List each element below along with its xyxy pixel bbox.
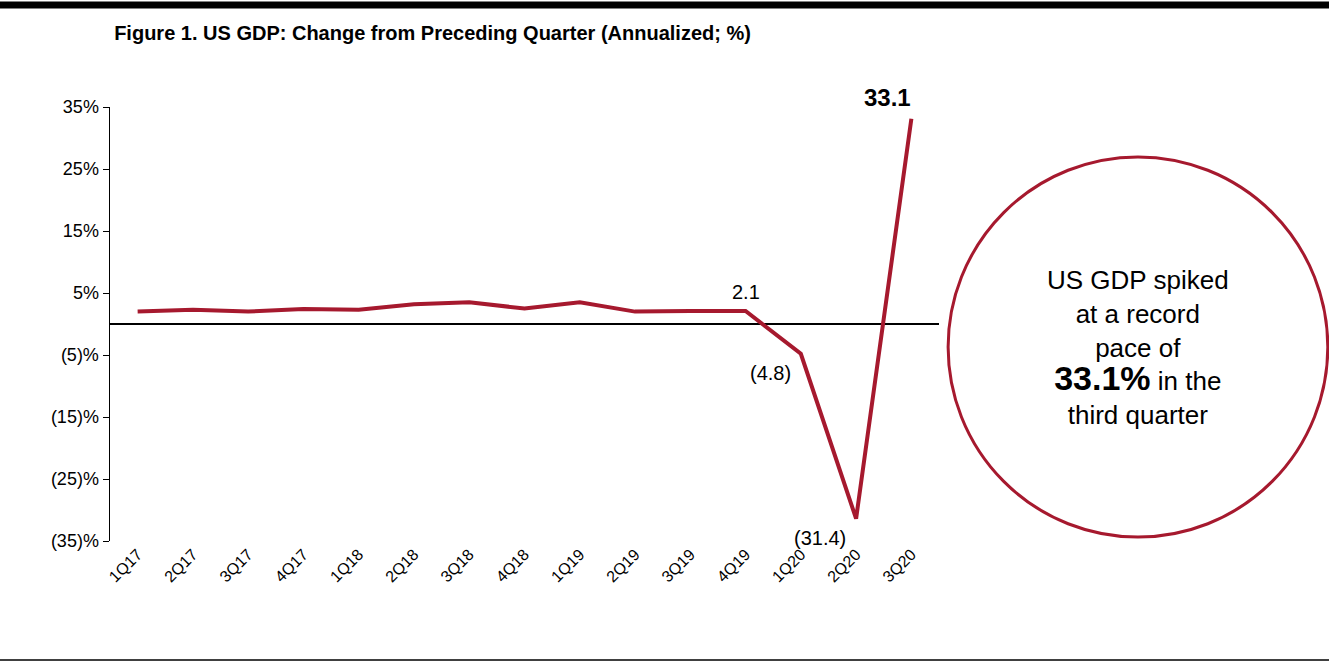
svg-text:3Q18: 3Q18: [437, 546, 477, 586]
svg-text:4Q19: 4Q19: [714, 546, 754, 586]
svg-text:(5)%: (5)%: [61, 345, 99, 365]
svg-text:1Q20: 1Q20: [769, 546, 809, 586]
svg-text:33.1: 33.1: [864, 84, 911, 111]
svg-text:(35)%: (35)%: [51, 531, 99, 551]
svg-text:(25)%: (25)%: [51, 469, 99, 489]
svg-text:4Q17: 4Q17: [272, 546, 312, 586]
svg-text:3Q19: 3Q19: [658, 546, 698, 586]
svg-text:15%: 15%: [63, 221, 99, 241]
svg-text:35%: 35%: [63, 97, 99, 117]
svg-text:2Q19: 2Q19: [603, 546, 643, 586]
svg-text:2Q18: 2Q18: [382, 546, 422, 586]
svg-text:1Q18: 1Q18: [327, 546, 367, 586]
svg-text:2Q17: 2Q17: [161, 546, 201, 586]
svg-text:3Q20: 3Q20: [879, 546, 919, 586]
svg-text:4Q18: 4Q18: [493, 546, 533, 586]
svg-text:2.1: 2.1: [732, 281, 760, 303]
svg-text:(4.8): (4.8): [750, 362, 791, 384]
svg-text:5%: 5%: [73, 283, 99, 303]
svg-text:3Q17: 3Q17: [216, 546, 256, 586]
svg-text:25%: 25%: [63, 159, 99, 179]
svg-text:(31.4): (31.4): [794, 527, 846, 549]
svg-text:Figure 1. US GDP: Change from: Figure 1. US GDP: Change from Preceding …: [114, 22, 751, 44]
svg-text:1Q17: 1Q17: [106, 546, 146, 586]
svg-text:2Q20: 2Q20: [824, 546, 864, 586]
svg-text:US GDP spikedat a recordpace o: US GDP spikedat a recordpace of33.1% in …: [1047, 265, 1229, 430]
svg-text:1Q19: 1Q19: [548, 546, 588, 586]
svg-text:(15)%: (15)%: [51, 407, 99, 427]
